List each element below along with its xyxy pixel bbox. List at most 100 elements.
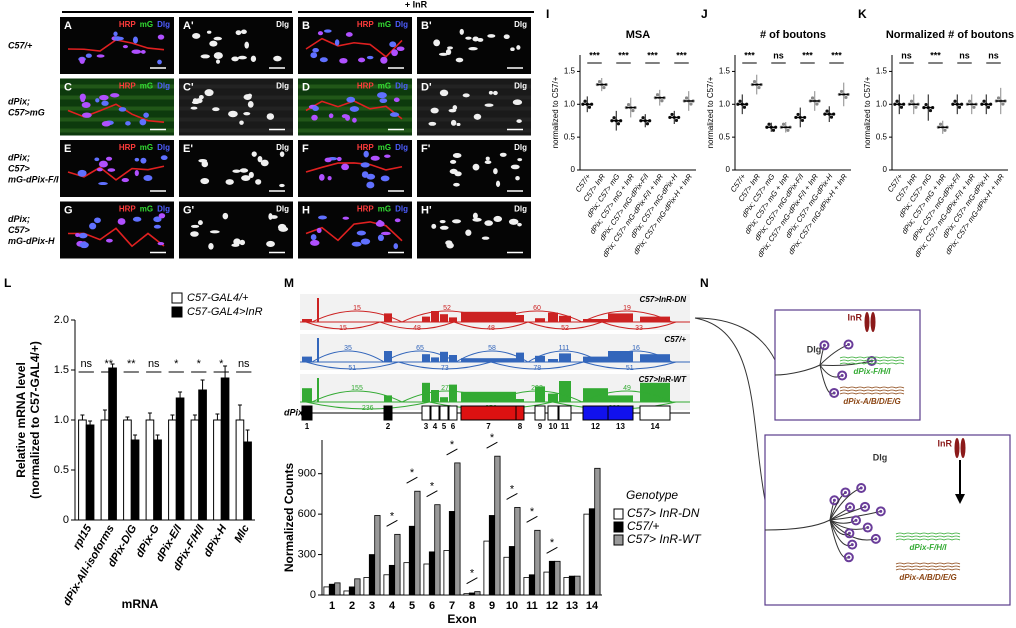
bouton [472,212,478,219]
bouton [366,173,376,180]
muscle-stripe [60,128,174,133]
x-tick-label: 2 [349,600,355,612]
channel-label: mG [378,20,391,29]
bouton [465,36,472,40]
exon [534,405,546,421]
channel-label: Dlg [276,82,289,91]
coverage [461,311,516,322]
point [810,96,815,100]
bouton [499,152,507,157]
bouton [472,36,479,42]
x-tick-label: 10 [506,600,518,612]
point [924,102,928,107]
bouton [231,56,239,62]
coverage [422,382,430,402]
panel-letter: L [4,276,11,290]
muscle-stripe [417,84,531,89]
bouton [89,222,97,230]
branch [829,492,846,521]
point [612,116,616,120]
bouton-core [863,505,867,509]
bouton [472,163,480,171]
bouton [517,222,522,227]
exon-label: 12 [591,422,600,431]
bouton [266,113,275,120]
exon-label: 6 [451,422,456,431]
bouton-core [847,343,851,347]
transcript [895,568,961,571]
junction-arc [490,361,584,370]
bouton [228,110,238,118]
channel-label: Dlg [276,20,289,29]
bouton [222,212,229,220]
y-tick-label: 0 [310,589,316,601]
x-tick-label: dPix-H [202,522,230,559]
bouton [79,93,86,101]
exon [448,405,458,421]
bouton [239,239,246,246]
bouton [336,156,342,162]
isoform-label: dPix-F/H/I [910,543,948,552]
bouton [157,59,162,65]
bar [383,574,390,596]
coverage [559,353,571,362]
junction-count: 111 [559,345,570,352]
coverage [431,390,439,402]
bar [594,467,601,596]
coverage [440,397,448,402]
y-axis-label: normalized to C57/+ [551,76,560,148]
bouton [79,57,85,64]
bouton [237,55,247,60]
bar [563,577,570,596]
bouton [844,528,855,539]
bouton [862,522,873,533]
bouton [512,99,523,106]
micrograph [179,201,293,259]
bouton [516,119,522,123]
channel-label: Dlg [514,82,527,91]
coverage [535,318,545,322]
bar [588,508,596,596]
junction-count: 51 [626,365,634,372]
bar [543,571,550,596]
bar [243,441,252,521]
bouton [459,28,464,35]
point [815,102,819,106]
bar [145,419,155,521]
bouton [318,174,325,181]
point [771,128,776,132]
bar [474,591,481,596]
point [967,99,972,103]
sig-bar [486,441,498,449]
connector [694,317,776,361]
coverage [422,316,430,322]
bouton [140,49,146,54]
bar [554,560,561,596]
bar [334,582,341,596]
bouton [110,93,120,98]
bouton [870,533,881,544]
coverage [302,388,312,402]
bouton [243,111,251,116]
legend-title: Genotype [626,488,678,502]
exon [547,405,559,421]
muscle-stripe [60,95,174,100]
x-tick-label: 8 [469,600,475,612]
coverage [302,356,312,362]
bouton-core [832,391,836,395]
coverage [384,351,392,362]
panel-letter: K [858,7,867,21]
muscle-stripe [298,128,412,133]
bouton [843,552,854,563]
point [587,105,592,109]
bouton [449,159,457,164]
bouton [160,155,168,161]
branch [829,519,853,547]
channel-label: mG [140,143,153,152]
bouton [389,41,397,48]
bar [534,529,541,596]
bouton [515,176,520,181]
point [767,122,771,126]
y-axis-label: Normalized Counts [282,463,296,573]
